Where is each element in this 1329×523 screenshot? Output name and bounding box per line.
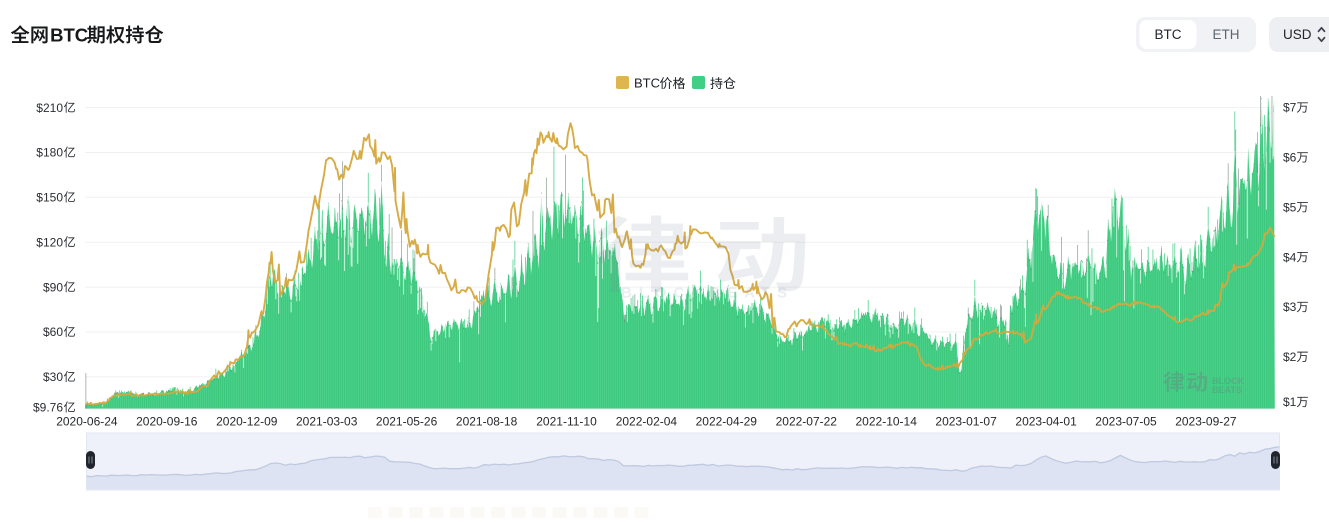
svg-text:$7: $7 xyxy=(1283,101,1297,115)
svg-text:2020-12-09: 2020-12-09 xyxy=(216,415,278,429)
svg-text:$210: $210 xyxy=(36,101,63,115)
svg-text:$120: $120 xyxy=(36,235,63,249)
svg-text:$9.76: $9.76 xyxy=(33,401,63,415)
svg-text:2023-04-01: 2023-04-01 xyxy=(1015,415,1077,429)
svg-text:BTC: BTC xyxy=(1155,27,1182,42)
svg-text:$4: $4 xyxy=(1283,250,1297,264)
svg-text:BLOCKBEATS: BLOCKBEATS xyxy=(621,285,794,302)
svg-text:BTC: BTC xyxy=(634,76,660,91)
svg-text:USD: USD xyxy=(1283,27,1312,42)
svg-text:BEATS: BEATS xyxy=(1212,385,1242,395)
svg-text:2022-07-22: 2022-07-22 xyxy=(776,415,838,429)
svg-text:$1: $1 xyxy=(1283,395,1297,409)
svg-text:$180: $180 xyxy=(36,146,63,160)
svg-text:2021-05-26: 2021-05-26 xyxy=(376,415,438,429)
svg-text:BLOCK: BLOCK xyxy=(1212,376,1244,386)
svg-text:$150: $150 xyxy=(36,191,63,205)
svg-text:2023-07-05: 2023-07-05 xyxy=(1095,415,1157,429)
svg-text:$3: $3 xyxy=(1283,300,1297,314)
svg-text:2023-01-07: 2023-01-07 xyxy=(935,415,997,429)
svg-text:2022-10-14: 2022-10-14 xyxy=(856,415,918,429)
svg-text:2022-02-04: 2022-02-04 xyxy=(616,415,678,429)
svg-text:$5: $5 xyxy=(1283,200,1297,214)
svg-text:$30: $30 xyxy=(43,370,63,384)
svg-text:ETH: ETH xyxy=(1213,27,1240,42)
svg-text:$2: $2 xyxy=(1283,350,1297,364)
svg-text:2021-03-03: 2021-03-03 xyxy=(296,415,358,429)
svg-text:2021-11-10: 2021-11-10 xyxy=(536,415,597,429)
svg-text:$6: $6 xyxy=(1283,151,1297,165)
svg-text:2021-08-18: 2021-08-18 xyxy=(456,415,518,429)
svg-text:2020-06-24: 2020-06-24 xyxy=(56,415,118,429)
svg-text:2022-04-29: 2022-04-29 xyxy=(696,415,758,429)
svg-text:2020-09-16: 2020-09-16 xyxy=(136,415,198,429)
svg-text:2023-09-27: 2023-09-27 xyxy=(1175,415,1237,429)
svg-text:$90: $90 xyxy=(43,280,63,294)
svg-text:$60: $60 xyxy=(43,325,63,339)
svg-text:BTC: BTC xyxy=(50,24,88,45)
